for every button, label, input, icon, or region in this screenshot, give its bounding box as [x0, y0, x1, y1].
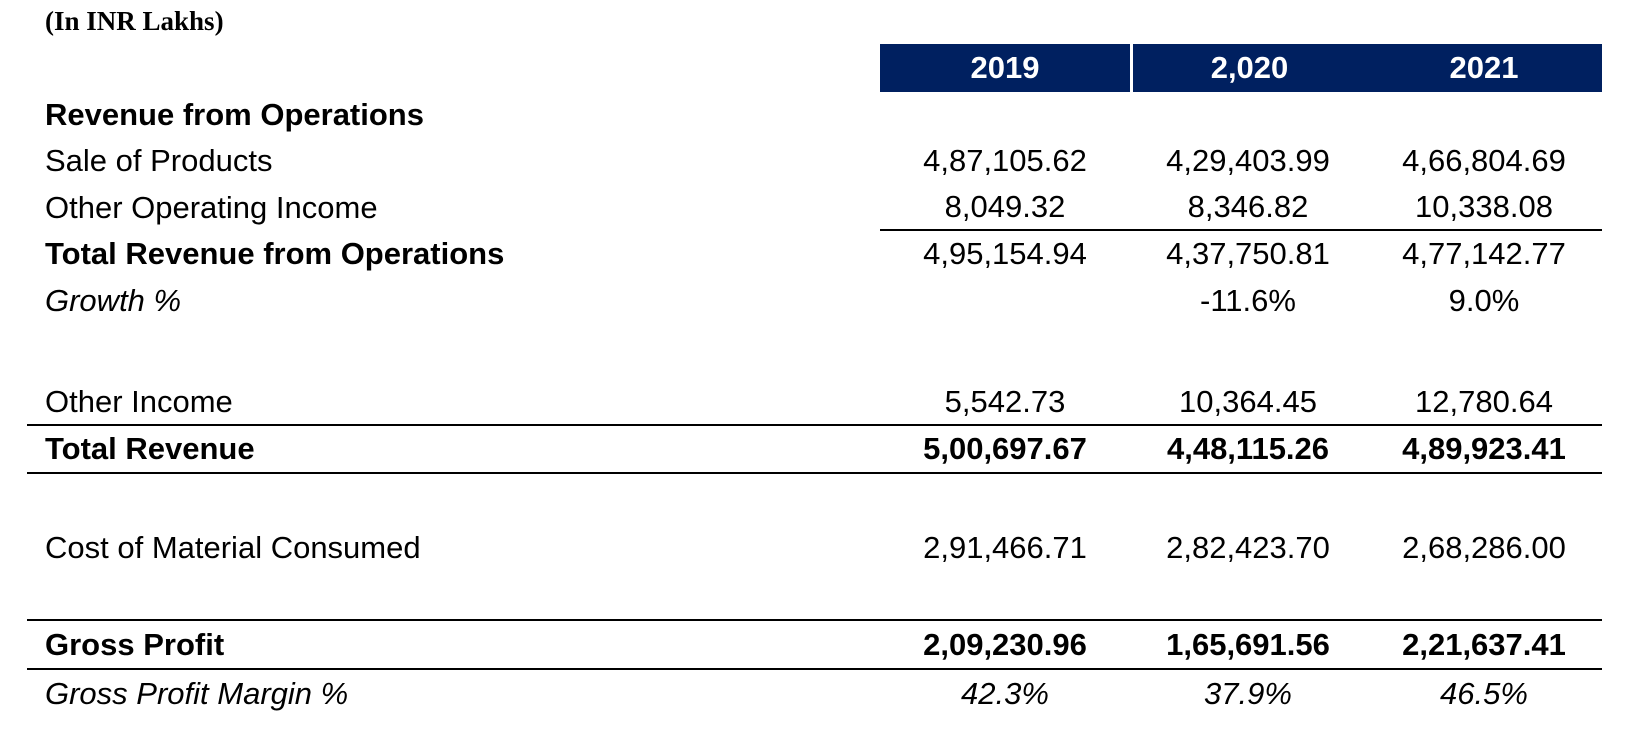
- row-label: Other Operating Income: [45, 189, 378, 225]
- row-label: Revenue from Operations: [45, 97, 424, 132]
- value-cell: [1366, 92, 1602, 138]
- financial-table: 2019 2,020 2021 Revenue from Operations …: [27, 44, 1602, 717]
- value-cell: 5,00,697.67: [880, 426, 1130, 474]
- header-corner-cell: [27, 44, 880, 92]
- row-label: Growth %: [45, 282, 182, 318]
- row-gross-profit-margin: Gross Profit Margin % 42.3% 37.9% 46.5%: [27, 670, 1602, 717]
- row-cost-of-material-consumed: Cost of Material Consumed 2,91,466.71 2,…: [27, 523, 1602, 572]
- value-cell: 37.9%: [1204, 675, 1292, 711]
- value-cell: 2,82,423.70: [1166, 529, 1330, 565]
- units-label: (In INR Lakhs): [45, 6, 224, 36]
- value-cell: 5,542.73: [880, 379, 1130, 426]
- value-cell: 4,66,804.69: [1402, 143, 1566, 178]
- value-cell: 10,364.45: [1130, 379, 1366, 426]
- value-cell: [880, 92, 1130, 138]
- row-other-income: Other Income 5,542.73 10,364.45 12,780.6…: [27, 379, 1602, 426]
- row-label: Cost of Material Consumed: [45, 529, 421, 565]
- row-revenue-from-operations: Revenue from Operations: [27, 92, 1602, 138]
- value-cell: 2,91,466.71: [923, 529, 1087, 565]
- value-cell: [1130, 92, 1366, 138]
- value-cell: 10,338.08: [1366, 184, 1602, 231]
- year-header-row: 2019 2,020 2021: [27, 44, 1602, 92]
- value-cell: 2,21,637.41: [1366, 621, 1602, 670]
- column-header-2019: 2019: [880, 44, 1130, 92]
- row-total-revenue-from-operations: Total Revenue from Operations 4,95,154.9…: [27, 231, 1602, 277]
- row-gross-profit: Gross Profit 2,09,230.96 1,65,691.56 2,2…: [27, 621, 1602, 670]
- column-header-2020: 2,020: [1130, 44, 1366, 92]
- row-label: Total Revenue from Operations: [45, 236, 505, 271]
- row-label: Other Income: [27, 379, 880, 426]
- column-header-2021: 2021: [1366, 44, 1602, 92]
- value-cell: 4,87,105.62: [923, 143, 1087, 178]
- row-label: Sale of Products: [45, 143, 273, 178]
- value-cell: 4,89,923.41: [1366, 426, 1602, 474]
- row-other-operating-income: Other Operating Income 8,049.32 8,346.82…: [27, 184, 1602, 231]
- row-growth-percent: Growth % -11.6% 9.0%: [27, 277, 1602, 324]
- spacer-row: [27, 474, 1602, 523]
- row-label: Total Revenue: [27, 426, 880, 474]
- value-cell: 42.3%: [961, 675, 1049, 711]
- value-cell: 46.5%: [1440, 675, 1528, 711]
- value-cell: 2,09,230.96: [880, 621, 1130, 670]
- value-cell: 1,65,691.56: [1130, 621, 1366, 670]
- spacer-row: [27, 324, 1602, 379]
- value-cell: 8,346.82: [1130, 184, 1366, 231]
- value-cell: 8,049.32: [880, 184, 1130, 231]
- row-total-revenue: Total Revenue 5,00,697.67 4,48,115.26 4,…: [27, 426, 1602, 474]
- value-cell: [880, 277, 1130, 324]
- value-cell: 4,95,154.94: [923, 236, 1087, 271]
- value-cell: 4,37,750.81: [1166, 236, 1330, 271]
- value-cell: 2,68,286.00: [1402, 529, 1566, 565]
- row-label: Gross Profit: [27, 621, 880, 670]
- value-cell: 4,48,115.26: [1130, 426, 1366, 474]
- value-cell: 9.0%: [1448, 282, 1520, 318]
- value-cell: 12,780.64: [1366, 379, 1602, 426]
- row-label: Gross Profit Margin %: [45, 675, 349, 711]
- value-cell: 4,77,142.77: [1402, 236, 1566, 271]
- value-cell: -11.6%: [1200, 282, 1296, 318]
- value-cell: 4,29,403.99: [1166, 143, 1330, 178]
- row-sale-of-products: Sale of Products 4,87,105.62 4,29,403.99…: [27, 138, 1602, 184]
- spacer-row: [27, 572, 1602, 621]
